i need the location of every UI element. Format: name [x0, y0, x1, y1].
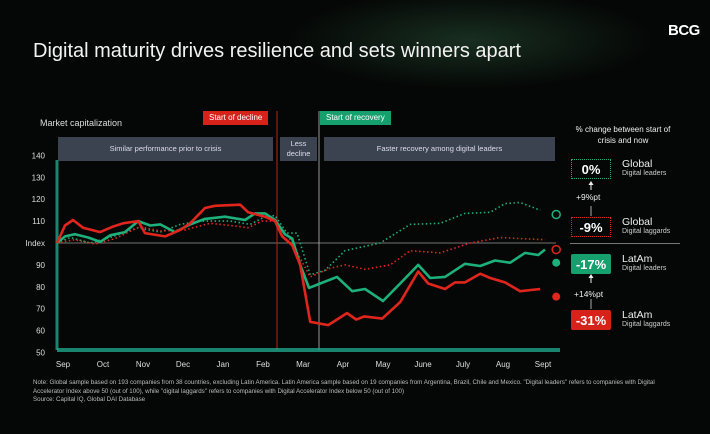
- slide-title: Digital maturity drives resilience and s…: [33, 40, 521, 62]
- global-leaders-label: Global Digital leaders: [622, 158, 666, 177]
- x-tick-label: Sep: [56, 360, 71, 369]
- banner-faster-recovery: Faster recovery among digital leaders: [324, 137, 555, 161]
- y-tick-label: 70: [36, 305, 45, 314]
- x-tick-label: May: [375, 360, 390, 369]
- x-tick-label: July: [456, 360, 470, 369]
- arrow-head-icon: [588, 274, 594, 278]
- latam-leaders-label: LatAm Digital leaders: [622, 253, 666, 272]
- y-tick-label: 120: [32, 195, 46, 204]
- latam-laggards-value: -31%: [571, 310, 611, 330]
- x-tick-label: Nov: [136, 360, 150, 369]
- end-marker-global_leaders: [551, 209, 561, 220]
- x-tick-label: Jan: [217, 360, 230, 369]
- latam-leaders-value: -17%: [571, 254, 611, 274]
- region: Global: [622, 158, 653, 170]
- end-marker-global_laggards: [551, 244, 561, 255]
- region: Global: [622, 216, 653, 228]
- group: Digital leaders: [622, 170, 667, 177]
- divider: [570, 243, 680, 244]
- global-leaders-value: 0%: [571, 159, 611, 179]
- y-tick-label: 110: [32, 217, 45, 226]
- y-tick-label: 50: [36, 349, 45, 358]
- group: Digital laggards: [622, 321, 671, 328]
- x-tick-label: June: [414, 360, 432, 369]
- y-tick-label: 90: [36, 261, 45, 270]
- x-tick-label: Apr: [337, 360, 350, 369]
- latam-laggards-label: LatAm Digital laggards: [622, 309, 670, 328]
- latam-gap: +14%pt: [574, 289, 604, 299]
- x-tick-label: Oct: [97, 360, 110, 369]
- region: LatAm: [622, 253, 653, 265]
- end-marker-latam_laggards: [552, 292, 561, 301]
- y-tick-label: 130: [32, 173, 46, 182]
- x-tick-label: Mar: [296, 360, 310, 369]
- y-tick-label: 80: [36, 283, 45, 292]
- series-line-latam_laggards: [55, 203, 541, 327]
- start-of-recovery-label: Start of recovery: [320, 111, 391, 125]
- banner-similar-performance: Similar performance prior to crisis: [58, 137, 273, 161]
- banner-less-decline: Less decline: [280, 137, 317, 161]
- x-tick-label: Aug: [496, 360, 510, 369]
- x-tick-label: Sept: [535, 360, 552, 369]
- series-line-latam_leaders: [56, 212, 546, 303]
- end-marker-latam_leaders: [552, 258, 561, 267]
- y-tick-label: Index: [25, 239, 45, 248]
- right-panel-heading: % change between start of crisis and now: [575, 125, 671, 145]
- y-tick-label: 140: [32, 151, 46, 160]
- source-text: Source: Capital IQ, Global DAI Database: [33, 396, 146, 403]
- global-laggards-value: -9%: [571, 217, 611, 237]
- arrow-head-icon: [588, 181, 594, 185]
- start-of-decline-label: Start of decline: [203, 111, 269, 125]
- y-axis-label: Market capitalization: [40, 118, 123, 128]
- note-text: Note: Global sample based on 193 compani…: [33, 379, 655, 395]
- x-tick-label: Feb: [256, 360, 270, 369]
- footnote: Note: Global sample based on 193 compani…: [33, 379, 683, 405]
- region: LatAm: [622, 309, 653, 321]
- group: Digital leaders: [622, 265, 667, 272]
- global-gap: +9%pt: [576, 192, 601, 202]
- global-laggards-label: Global Digital laggards: [622, 216, 670, 235]
- bcg-logo: BCG: [668, 22, 700, 39]
- gap-arrows: [588, 181, 594, 309]
- y-tick-label: 60: [36, 327, 45, 336]
- group: Digital laggards: [622, 228, 671, 235]
- x-tick-label: Dec: [176, 360, 190, 369]
